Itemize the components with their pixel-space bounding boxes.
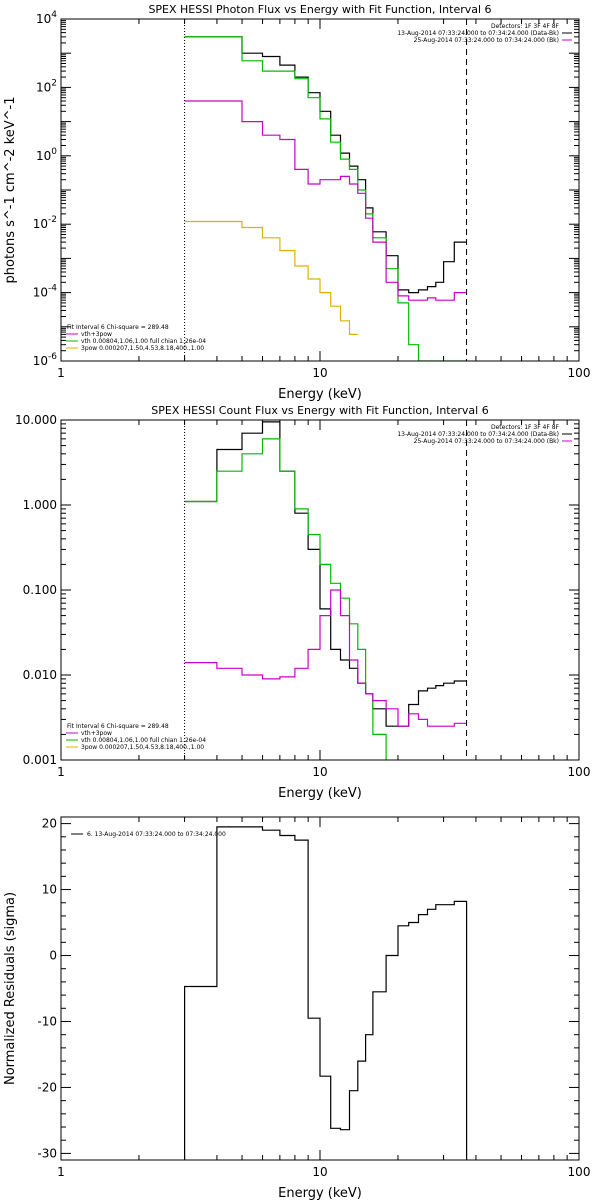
plot-frame [60, 18, 580, 362]
photon-flux-panel: SPEX HESSI Photon Flux vs Energy with Fi… [3, 3, 590, 402]
y-tick-label: 10 [42, 883, 57, 897]
x-tick-label: 10 [312, 366, 327, 380]
series-line-0 [184, 36, 467, 294]
legend-right-entry: 13-Aug-2014 07:33:24.000 to 07:34:24.000… [397, 30, 559, 37]
y-tick-label: 10.000 [15, 413, 57, 427]
y-tick-label: 10-4 [33, 284, 58, 300]
series-line-0 [184, 826, 468, 1160]
legend-left-entry: 3pow 0.000207,1.50,4.53,8.18,400.,1.00 [81, 744, 204, 751]
series-line-0 [184, 421, 467, 727]
y-axis-label: Normalized Residuals (sigma) [3, 892, 18, 1085]
x-tick-label: 10 [312, 1165, 327, 1179]
y-tick-label: 104 [36, 10, 57, 26]
series-group [184, 36, 467, 361]
x-tick-label: 1 [57, 1165, 65, 1179]
y-tick-label: 20 [42, 817, 57, 831]
x-tick-label: 100 [568, 1165, 591, 1179]
legend-left-entry: vth 0.00804,1.06,1.00 full chian 1.26e-0… [81, 338, 206, 345]
y-tick-label: 0 [49, 949, 57, 963]
x-tick-label: 1 [57, 765, 65, 779]
x-axis-label: Energy (keV) [278, 387, 362, 402]
y-tick-label: 100 [36, 147, 57, 163]
y-axis-label: photons s^-1 cm^-2 keV^-1 [3, 96, 18, 283]
legend-right-entry: 25-Aug-2014 07:33:24.000 to 07:34:24.000… [414, 438, 559, 445]
y-tick-label: -20 [37, 1080, 57, 1094]
series-group [184, 826, 468, 1160]
legend-left-entry: 3pow 0.000207,1.50,4.53,8.18,400.,1.00 [81, 345, 204, 352]
legend-left-entry: Fit Interval 6 Chi-square = 289.48 [67, 723, 169, 730]
y-tick-label: 1.000 [23, 498, 57, 512]
y-tick-label: 10-6 [33, 352, 58, 368]
legend-right-entry: Detectors: 1F 3F 4F 8F [491, 23, 560, 30]
legend-left-entry: 6. 13-Aug-2014 07:33:24.000 to 07:34:24.… [87, 831, 226, 838]
y-tick-label: 10-2 [33, 215, 57, 231]
count-flux-panel: SPEX HESSI Count Flux vs Energy with Fit… [15, 404, 590, 801]
series-group [184, 421, 467, 760]
x-tick-label: 1 [57, 366, 65, 380]
plot-frame [60, 816, 580, 1161]
chart-title: SPEX HESSI Photon Flux vs Energy with Fi… [148, 3, 491, 16]
y-tick-label: 0.100 [23, 583, 57, 597]
x-axis-label: Energy (keV) [278, 1186, 362, 1200]
legend-right-entry: 25-Aug-2014 07:33:24.000 to 07:34:24.000… [414, 37, 559, 44]
series-line-2 [184, 589, 467, 727]
chart-title: SPEX HESSI Count Flux vs Energy with Fit… [151, 404, 488, 417]
series-line-2 [184, 100, 467, 301]
residuals-panel: 1 10 100 -30 -20 -10 0 10 20 Energy (keV) Normaliz… [3, 816, 591, 1200]
y-tick-label: 0.001 [23, 753, 57, 767]
x-tick-label: 100 [568, 765, 591, 779]
series-line-1 [184, 36, 467, 361]
x-tick-label: 10 [312, 765, 327, 779]
legend-left-entry: vth+3pow [81, 331, 112, 338]
y-tick-label: -30 [37, 1146, 57, 1160]
legend-left-entry: Fit Interval 6 Chi-square = 289.48 [67, 324, 169, 331]
x-axis-label: Energy (keV) [278, 786, 362, 801]
legend-right-entry: Detectors: 1F 3F 4F 8F [491, 424, 560, 431]
x-tick-label: 100 [568, 366, 591, 380]
y-tick-label: 102 [36, 78, 57, 94]
y-tick-label: -10 [37, 1014, 57, 1028]
legend-right-entry: 13-Aug-2014 07:33:24.000 to 07:34:24.000… [397, 431, 559, 438]
series-line-3 [184, 220, 358, 335]
y-tick-label: 0.010 [23, 668, 57, 682]
series-line-1 [184, 438, 387, 760]
legend-left-entry: vth+3pow [81, 730, 112, 737]
legend-left-entry: vth 0.00804,1.06,1.00 full chian 1.26e-0… [81, 737, 206, 744]
